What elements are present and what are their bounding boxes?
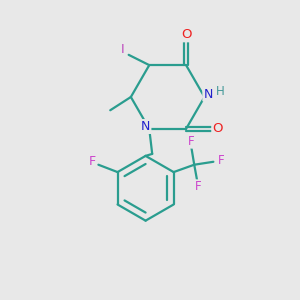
Text: F: F: [188, 135, 195, 148]
Text: F: F: [195, 180, 202, 193]
Text: H: H: [215, 85, 224, 98]
Text: N: N: [141, 120, 150, 133]
Text: O: O: [181, 28, 191, 41]
Text: I: I: [121, 43, 124, 56]
Text: N: N: [203, 88, 213, 100]
Text: F: F: [88, 155, 95, 168]
Text: F: F: [218, 154, 224, 167]
Text: O: O: [212, 122, 223, 135]
